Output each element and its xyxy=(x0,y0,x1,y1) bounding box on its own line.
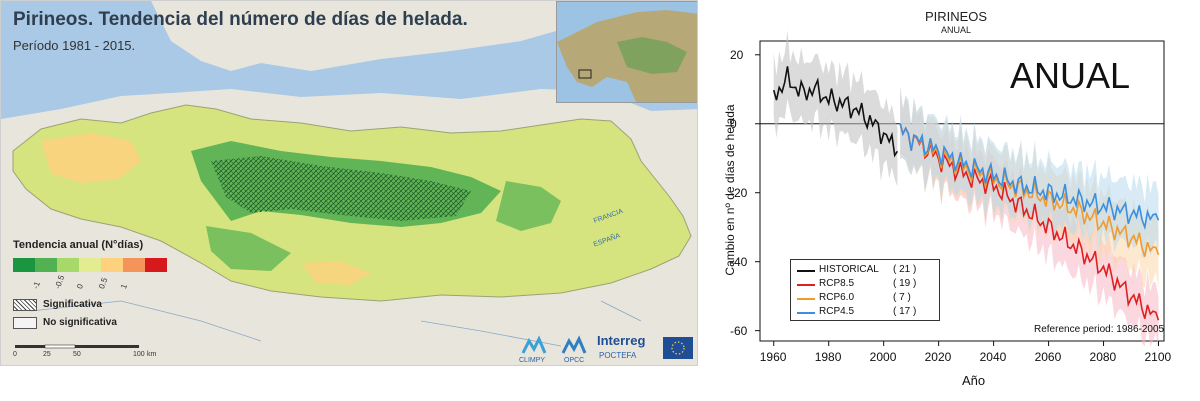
scale-unit: km xyxy=(147,351,157,358)
climpy-logo-text: CLIMPY xyxy=(519,357,546,364)
legend-series-count: ( 19 ) xyxy=(893,278,917,289)
legend-swatch xyxy=(145,258,167,272)
scale-tick-0: 0 xyxy=(13,351,17,358)
climpy-logo-icon xyxy=(521,335,547,354)
significant-label: Significativa xyxy=(43,299,102,310)
x-tick-label: 2060 xyxy=(1034,350,1062,364)
frost-increase-west xyxy=(41,133,141,183)
y-tick-label: -40 xyxy=(730,254,748,269)
legend-series-count: ( 7 ) xyxy=(893,292,911,303)
series-line-rcp45 xyxy=(899,123,1160,231)
opcc-logo-icon xyxy=(561,335,587,354)
legend-swatch xyxy=(101,258,123,272)
europe-inset-map xyxy=(556,1,697,103)
legend-series-name: RCP6.0 xyxy=(819,292,855,303)
scale-tick-25: 25 xyxy=(43,351,51,358)
legend-series-count: ( 17 ) xyxy=(893,306,917,317)
x-tick-label: 2020 xyxy=(924,350,952,364)
partner-logos: CLIMPY OPCC Interreg POCTEFA xyxy=(517,333,697,365)
legend-swatch xyxy=(57,258,79,272)
series-line-historical xyxy=(772,66,899,158)
chart-legend: HISTORICAL ( 21 ) RCP8.5 ( 19 ) RCP6.0 ( 7 ) R… xyxy=(790,259,940,321)
chart-subtitle: ANUAL xyxy=(940,25,971,35)
significant-hatch-area xyxy=(211,156,471,221)
legend-line-swatch xyxy=(797,270,815,272)
frost-decrease-east xyxy=(496,181,561,231)
legend-series-count: ( 21 ) xyxy=(893,264,917,275)
series-band-rcp45 xyxy=(900,85,1159,259)
x-tick-label: 2000 xyxy=(869,350,897,364)
legend-swatch xyxy=(35,258,57,272)
not-significant-swatch xyxy=(13,317,37,329)
map-panel: Pirineos. Tendencia del número de días d… xyxy=(0,0,698,366)
legend-swatch xyxy=(79,258,101,272)
reference-period-note: Reference period: 1986-2005 xyxy=(1034,324,1165,335)
legend-line-swatch xyxy=(797,298,815,300)
opcc-logo-text: OPCC xyxy=(564,357,585,364)
legend-series-name: RCP4.5 xyxy=(819,306,855,317)
not-significant-label: No significativa xyxy=(43,317,117,328)
legend-swatch xyxy=(13,258,35,272)
scale-tick-100: 100 xyxy=(133,351,145,358)
interreg-logo-text: Interreg xyxy=(597,333,646,348)
chart-panel: PIRINEOS ANUAL ANUAL Cambio en nº de día… xyxy=(712,0,1200,401)
chart-x-axis-label: Año xyxy=(962,373,986,388)
legend-line-swatch xyxy=(797,284,815,286)
poctefa-logo-text: POCTEFA xyxy=(599,351,637,360)
x-tick-label: 1980 xyxy=(814,350,842,364)
eu-flag-icon xyxy=(663,337,693,359)
legend-line-swatch xyxy=(797,312,815,314)
frost-increase-south xyxy=(301,261,371,285)
scale-bar xyxy=(15,344,139,349)
x-tick-label: 2100 xyxy=(1144,350,1172,364)
chart-big-label: ANUAL xyxy=(1010,55,1131,96)
frost-decrease-west xyxy=(206,226,291,271)
land-coast-north xyxy=(151,1,556,71)
x-tick-label: 1960 xyxy=(759,350,787,364)
map-subtitle: Período 1981 - 2015. xyxy=(13,38,136,53)
scale-tick-50: 50 xyxy=(73,351,81,358)
y-tick-label: 20 xyxy=(730,47,744,62)
legend-swatch xyxy=(123,258,145,272)
y-tick-label: -60 xyxy=(730,323,748,338)
legend-title: Tendencia anual (N°días) xyxy=(13,239,144,251)
x-tick-label: 2040 xyxy=(979,350,1007,364)
y-tick-label: 0 xyxy=(730,116,737,131)
x-tick-label: 2080 xyxy=(1089,350,1117,364)
inland-rivers xyxy=(30,300,642,347)
legend-series-name: HISTORICAL xyxy=(819,264,879,275)
legend-series-name: RCP8.5 xyxy=(819,278,855,289)
map-title: Pirineos. Tendencia del número de días d… xyxy=(13,9,468,30)
chart-title: PIRINEOS xyxy=(924,9,988,24)
significant-swatch xyxy=(13,299,37,311)
y-tick-label: -20 xyxy=(730,185,748,200)
